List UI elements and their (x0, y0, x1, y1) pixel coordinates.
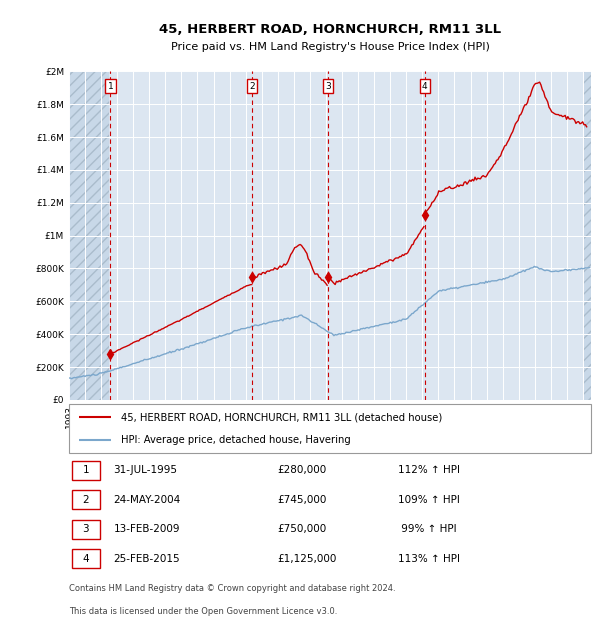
Text: 45, HERBERT ROAD, HORNCHURCH, RM11 3LL (detached house): 45, HERBERT ROAD, HORNCHURCH, RM11 3LL (… (121, 412, 442, 422)
Text: 25-FEB-2015: 25-FEB-2015 (113, 554, 180, 564)
Text: 31-JUL-1995: 31-JUL-1995 (113, 466, 178, 476)
Text: 99% ↑ HPI: 99% ↑ HPI (398, 525, 457, 534)
Bar (69, 71, 109, 400)
Text: 109% ↑ HPI: 109% ↑ HPI (398, 495, 460, 505)
Text: 45, HERBERT ROAD, HORNCHURCH, RM11 3LL: 45, HERBERT ROAD, HORNCHURCH, RM11 3LL (159, 24, 501, 36)
Text: 4: 4 (83, 554, 89, 564)
Bar (583, 71, 591, 400)
FancyBboxPatch shape (71, 461, 100, 480)
Text: 2: 2 (249, 82, 255, 91)
Text: 1: 1 (107, 82, 113, 91)
Text: 13-FEB-2009: 13-FEB-2009 (113, 525, 180, 534)
Bar (583, 71, 591, 400)
Text: 2: 2 (83, 495, 89, 505)
FancyBboxPatch shape (71, 549, 100, 569)
FancyBboxPatch shape (71, 490, 100, 510)
Text: 3: 3 (83, 525, 89, 534)
Text: Contains HM Land Registry data © Crown copyright and database right 2024.: Contains HM Land Registry data © Crown c… (69, 583, 395, 593)
FancyBboxPatch shape (71, 520, 100, 539)
Text: 24-MAY-2004: 24-MAY-2004 (113, 495, 181, 505)
Text: 4: 4 (422, 82, 428, 91)
Text: 113% ↑ HPI: 113% ↑ HPI (398, 554, 460, 564)
Text: £745,000: £745,000 (278, 495, 327, 505)
Text: 112% ↑ HPI: 112% ↑ HPI (398, 466, 460, 476)
Bar (69, 71, 109, 400)
Text: 1: 1 (83, 466, 89, 476)
Text: £1,125,000: £1,125,000 (278, 554, 337, 564)
FancyBboxPatch shape (69, 404, 591, 453)
Text: 3: 3 (325, 82, 331, 91)
Text: HPI: Average price, detached house, Havering: HPI: Average price, detached house, Have… (121, 435, 351, 445)
Text: This data is licensed under the Open Government Licence v3.0.: This data is licensed under the Open Gov… (69, 607, 337, 616)
Text: £280,000: £280,000 (278, 466, 327, 476)
Text: Price paid vs. HM Land Registry's House Price Index (HPI): Price paid vs. HM Land Registry's House … (170, 42, 490, 52)
Text: £750,000: £750,000 (278, 525, 327, 534)
